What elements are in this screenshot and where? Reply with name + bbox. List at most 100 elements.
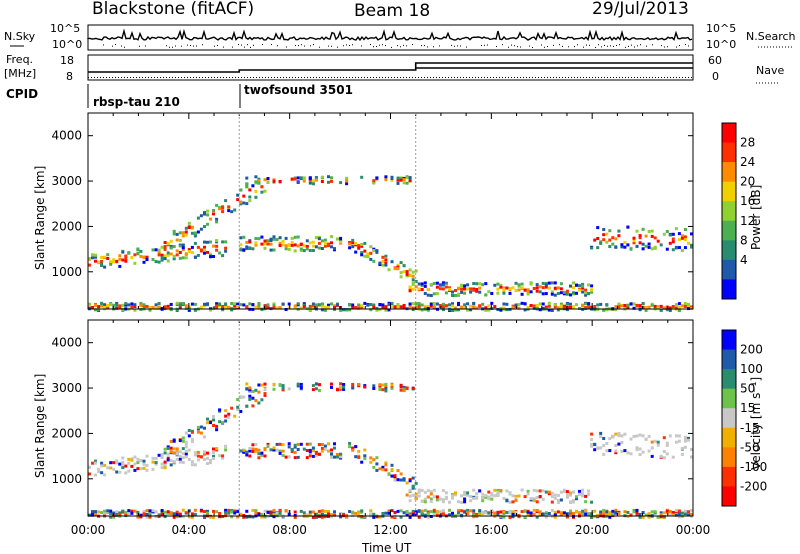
scatter-cell — [339, 452, 343, 456]
scatter-cell — [339, 382, 343, 386]
scatter-cell — [541, 292, 545, 296]
scatter-cell — [680, 452, 684, 456]
scatter-cell — [562, 488, 566, 492]
nave-dot — [577, 77, 578, 78]
scatter-cell — [683, 238, 687, 242]
scatter-cell — [587, 302, 591, 306]
scatter-cell — [345, 513, 349, 517]
scatter-cell — [263, 189, 267, 193]
scatter-cell — [148, 509, 152, 513]
scatter-cell — [190, 245, 194, 249]
scatter-cell — [263, 454, 267, 458]
scatter-cell — [523, 495, 527, 499]
nsky-right-tick-bottom: 10^0 — [706, 38, 736, 51]
scatter-cell — [514, 513, 518, 517]
scatter-cell — [668, 306, 672, 310]
scatter-cell — [547, 281, 551, 285]
scatter-cell — [469, 290, 473, 294]
scatter-cell — [541, 489, 545, 493]
colorbar-segment — [722, 201, 736, 222]
colorbar-tick-label: 4 — [740, 253, 748, 267]
scatter-cell — [565, 308, 569, 312]
scatter-cell — [163, 447, 167, 451]
scatter-cell — [193, 508, 197, 512]
scatter-cell — [360, 175, 364, 179]
scatter-cell — [284, 236, 288, 240]
nave-dot — [250, 77, 251, 78]
scatter-cell — [103, 512, 107, 516]
colorbar-segment — [722, 240, 736, 261]
scatter-cell — [224, 508, 228, 512]
nave-dot — [643, 77, 644, 78]
scatter-cell — [417, 509, 421, 513]
scatter-cell — [193, 451, 197, 455]
nsearch-dot — [400, 46, 401, 48]
scatter-cell — [441, 281, 445, 285]
scatter-cell — [299, 382, 303, 386]
scatter-cell — [381, 512, 385, 515]
scatter-cell — [115, 259, 119, 263]
scatter-cell — [199, 227, 203, 231]
scatter-cell — [263, 388, 267, 391]
scatter-cell — [254, 243, 258, 247]
scatter-cell — [399, 472, 403, 476]
scatter-cell — [429, 282, 433, 286]
scatter-cell — [390, 260, 394, 264]
scatter-cell — [411, 302, 415, 306]
scatter-cell — [212, 415, 215, 418]
scatter-cell — [245, 246, 249, 250]
scatter-cell — [215, 305, 219, 309]
scatter-cell — [121, 258, 125, 262]
scatter-cell — [169, 446, 173, 450]
nsearch-dot — [676, 46, 677, 48]
scatter-cell — [103, 473, 107, 477]
scatter-cell — [553, 281, 557, 285]
scatter-cell — [266, 510, 270, 514]
scatter-cell — [562, 511, 566, 515]
scatter-cell — [662, 232, 666, 236]
scatter-cell — [333, 510, 336, 514]
scatter-cell — [187, 226, 191, 229]
nave-dot — [274, 77, 275, 78]
scatter-cell — [680, 236, 684, 240]
cpid-label: CPID — [6, 87, 38, 101]
scatter-cell — [441, 308, 445, 312]
scatter-cell — [559, 302, 563, 306]
scatter-cell — [206, 511, 209, 515]
nsearch-dot — [568, 46, 569, 48]
scatter-cell — [275, 442, 279, 446]
scatter-cell — [327, 512, 330, 516]
scatter-cell — [184, 452, 188, 456]
scatter-cell — [626, 510, 630, 514]
nsearch-dot — [328, 45, 329, 47]
scatter-cell — [311, 249, 315, 252]
nave-dot — [238, 77, 239, 78]
scatter-cell — [602, 512, 606, 516]
scatter-cell — [638, 308, 642, 312]
scatter-cell — [187, 221, 191, 225]
scatter-cell — [254, 511, 258, 515]
scatter-cell — [608, 238, 612, 242]
scatter-cell — [314, 452, 318, 455]
scatter-cell — [308, 304, 312, 308]
ytick-label: 2000 — [51, 219, 82, 233]
scatter-cell — [133, 509, 137, 513]
scatter-cell — [109, 303, 113, 306]
scatter-cell — [351, 303, 355, 307]
scatter-cell — [466, 508, 470, 512]
scatter-cell — [263, 392, 267, 396]
scatter-cell — [145, 515, 149, 519]
scatter-cell — [130, 305, 134, 309]
scatter-cell — [408, 494, 412, 498]
nsearch-dot — [421, 45, 422, 47]
scatter-cell — [593, 305, 597, 308]
nsearch-dot — [619, 44, 620, 46]
scatter-cell — [565, 490, 569, 494]
scatter-cell — [363, 448, 367, 452]
scatter-cell — [432, 495, 436, 499]
scatter-cell — [121, 303, 125, 307]
scatter-cell — [668, 308, 672, 312]
scatter-cell — [109, 260, 113, 264]
